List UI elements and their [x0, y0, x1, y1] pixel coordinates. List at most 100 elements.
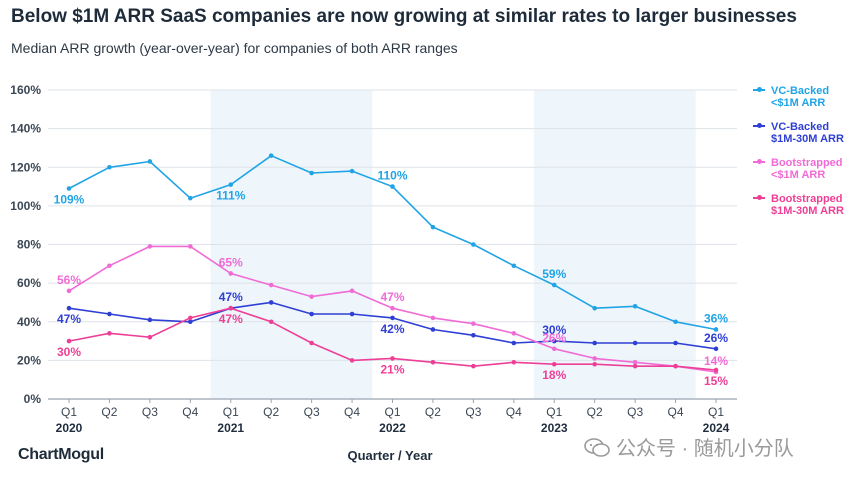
- data-point-2: [228, 271, 234, 276]
- data-label-3: 18%: [542, 368, 566, 382]
- chart-subtitle: Median ARR growth (year-over-year) for c…: [11, 40, 458, 56]
- data-label-1: 47%: [219, 290, 243, 304]
- data-point-2: [66, 288, 72, 294]
- data-label-3: 47%: [219, 312, 243, 326]
- legend-marker: [753, 87, 765, 92]
- data-point-0: [228, 182, 234, 187]
- data-point-0: [673, 319, 678, 325]
- data-point-3: [632, 363, 638, 369]
- x-tick-label: Q4: [668, 405, 684, 419]
- data-point-1: [66, 305, 72, 311]
- data-point-3: [66, 338, 72, 344]
- chart-title: Below $1M ARR SaaS companies are now gro…: [11, 6, 797, 27]
- data-point-0: [713, 327, 719, 332]
- data-label-1: 26%: [704, 331, 728, 345]
- x-tick-label: Q1: [546, 405, 562, 419]
- x-tick-label: Q2: [263, 405, 279, 419]
- y-tick-label: 100%: [10, 199, 41, 213]
- legend-label: <$1M ARR: [771, 97, 826, 109]
- x-tick-label: Q2: [425, 405, 441, 419]
- legend-marker: [753, 159, 765, 164]
- x-tick-label: Q1: [384, 405, 400, 419]
- data-point-2: [107, 263, 112, 269]
- data-point-1: [147, 317, 153, 323]
- data-point-3: [147, 334, 153, 340]
- watermark-text: 公众号 · 随机小分队: [616, 438, 794, 460]
- data-point-1: [673, 340, 678, 346]
- data-point-2: [511, 331, 517, 336]
- data-point-1: [107, 311, 112, 317]
- data-point-3: [551, 361, 557, 367]
- y-tick-label: 80%: [17, 238, 41, 252]
- data-point-3: [713, 367, 719, 373]
- data-point-1: [430, 327, 436, 332]
- data-label-2: 65%: [219, 255, 243, 269]
- data-point-0: [511, 263, 517, 269]
- legend-item-3: Bootstrapped $1M-30M ARR: [753, 193, 863, 217]
- legend-item-0: VC-Backed <$1M ARR: [753, 85, 863, 109]
- data-label-0: 109%: [54, 192, 85, 206]
- legend-item-1: VC-Backed $1M-30M ARR: [753, 121, 863, 145]
- data-point-0: [632, 304, 638, 309]
- data-label-1: 47%: [57, 312, 81, 326]
- data-point-3: [107, 331, 112, 336]
- data-point-0: [188, 195, 193, 201]
- data-point-0: [147, 159, 153, 164]
- data-point-2: [309, 294, 314, 299]
- data-point-0: [107, 164, 112, 170]
- data-point-2: [551, 346, 557, 352]
- data-point-0: [268, 153, 274, 158]
- data-point-1: [349, 311, 355, 317]
- data-label-3: 15%: [704, 374, 728, 388]
- data-point-3: [673, 363, 678, 369]
- data-point-0: [309, 170, 314, 176]
- data-label-1: 30%: [542, 323, 566, 337]
- year-label: 2024: [703, 421, 730, 435]
- data-label-2: 56%: [57, 273, 81, 287]
- year-label: 2023: [541, 421, 568, 435]
- legend-label: VC-Backed: [771, 85, 830, 97]
- data-label-0: 111%: [216, 189, 246, 203]
- legend-label: VC-Backed: [771, 121, 830, 133]
- data-point-1: [268, 300, 274, 305]
- data-point-3: [390, 356, 395, 361]
- x-tick-label: Q3: [465, 405, 481, 419]
- x-axis-title: Quarter / Year: [347, 448, 432, 463]
- data-point-2: [147, 244, 153, 249]
- data-point-3: [511, 360, 517, 365]
- legend-marker: [753, 123, 765, 128]
- legend-label: $1M-30M ARR: [771, 133, 844, 145]
- data-point-1: [551, 338, 557, 344]
- data-point-1: [632, 340, 638, 346]
- x-tick-label: Q3: [142, 405, 158, 419]
- data-point-2: [430, 315, 436, 321]
- x-tick-label: Q2: [101, 405, 117, 419]
- watermark: 公众号 · 随机小分队: [584, 432, 794, 461]
- x-tick-label: Q4: [506, 405, 522, 419]
- data-point-2: [471, 321, 476, 326]
- data-point-1: [188, 319, 193, 325]
- x-tick-label: Q1: [708, 405, 724, 419]
- data-point-3: [430, 360, 436, 365]
- data-point-3: [471, 363, 476, 369]
- data-point-2: [632, 360, 638, 365]
- y-tick-label: 20%: [17, 353, 41, 367]
- data-label-2: 47%: [380, 290, 404, 304]
- y-tick-label: 120%: [10, 160, 41, 174]
- data-point-0: [390, 184, 395, 189]
- x-tick-label: Q1: [223, 405, 239, 419]
- y-tick-label: 160%: [10, 83, 41, 97]
- data-point-0: [349, 168, 355, 174]
- data-point-0: [471, 242, 476, 247]
- data-point-1: [390, 315, 395, 321]
- data-label-0: 36%: [704, 311, 728, 325]
- y-tick-label: 40%: [17, 315, 41, 329]
- data-point-3: [188, 315, 193, 321]
- wechat-icon: [584, 438, 610, 457]
- year-label: 2020: [56, 421, 83, 435]
- legend-item-2: Bootstrapped <$1M ARR: [753, 157, 863, 181]
- data-point-2: [390, 305, 395, 311]
- data-point-3: [228, 305, 234, 311]
- year-label: 2021: [217, 421, 244, 435]
